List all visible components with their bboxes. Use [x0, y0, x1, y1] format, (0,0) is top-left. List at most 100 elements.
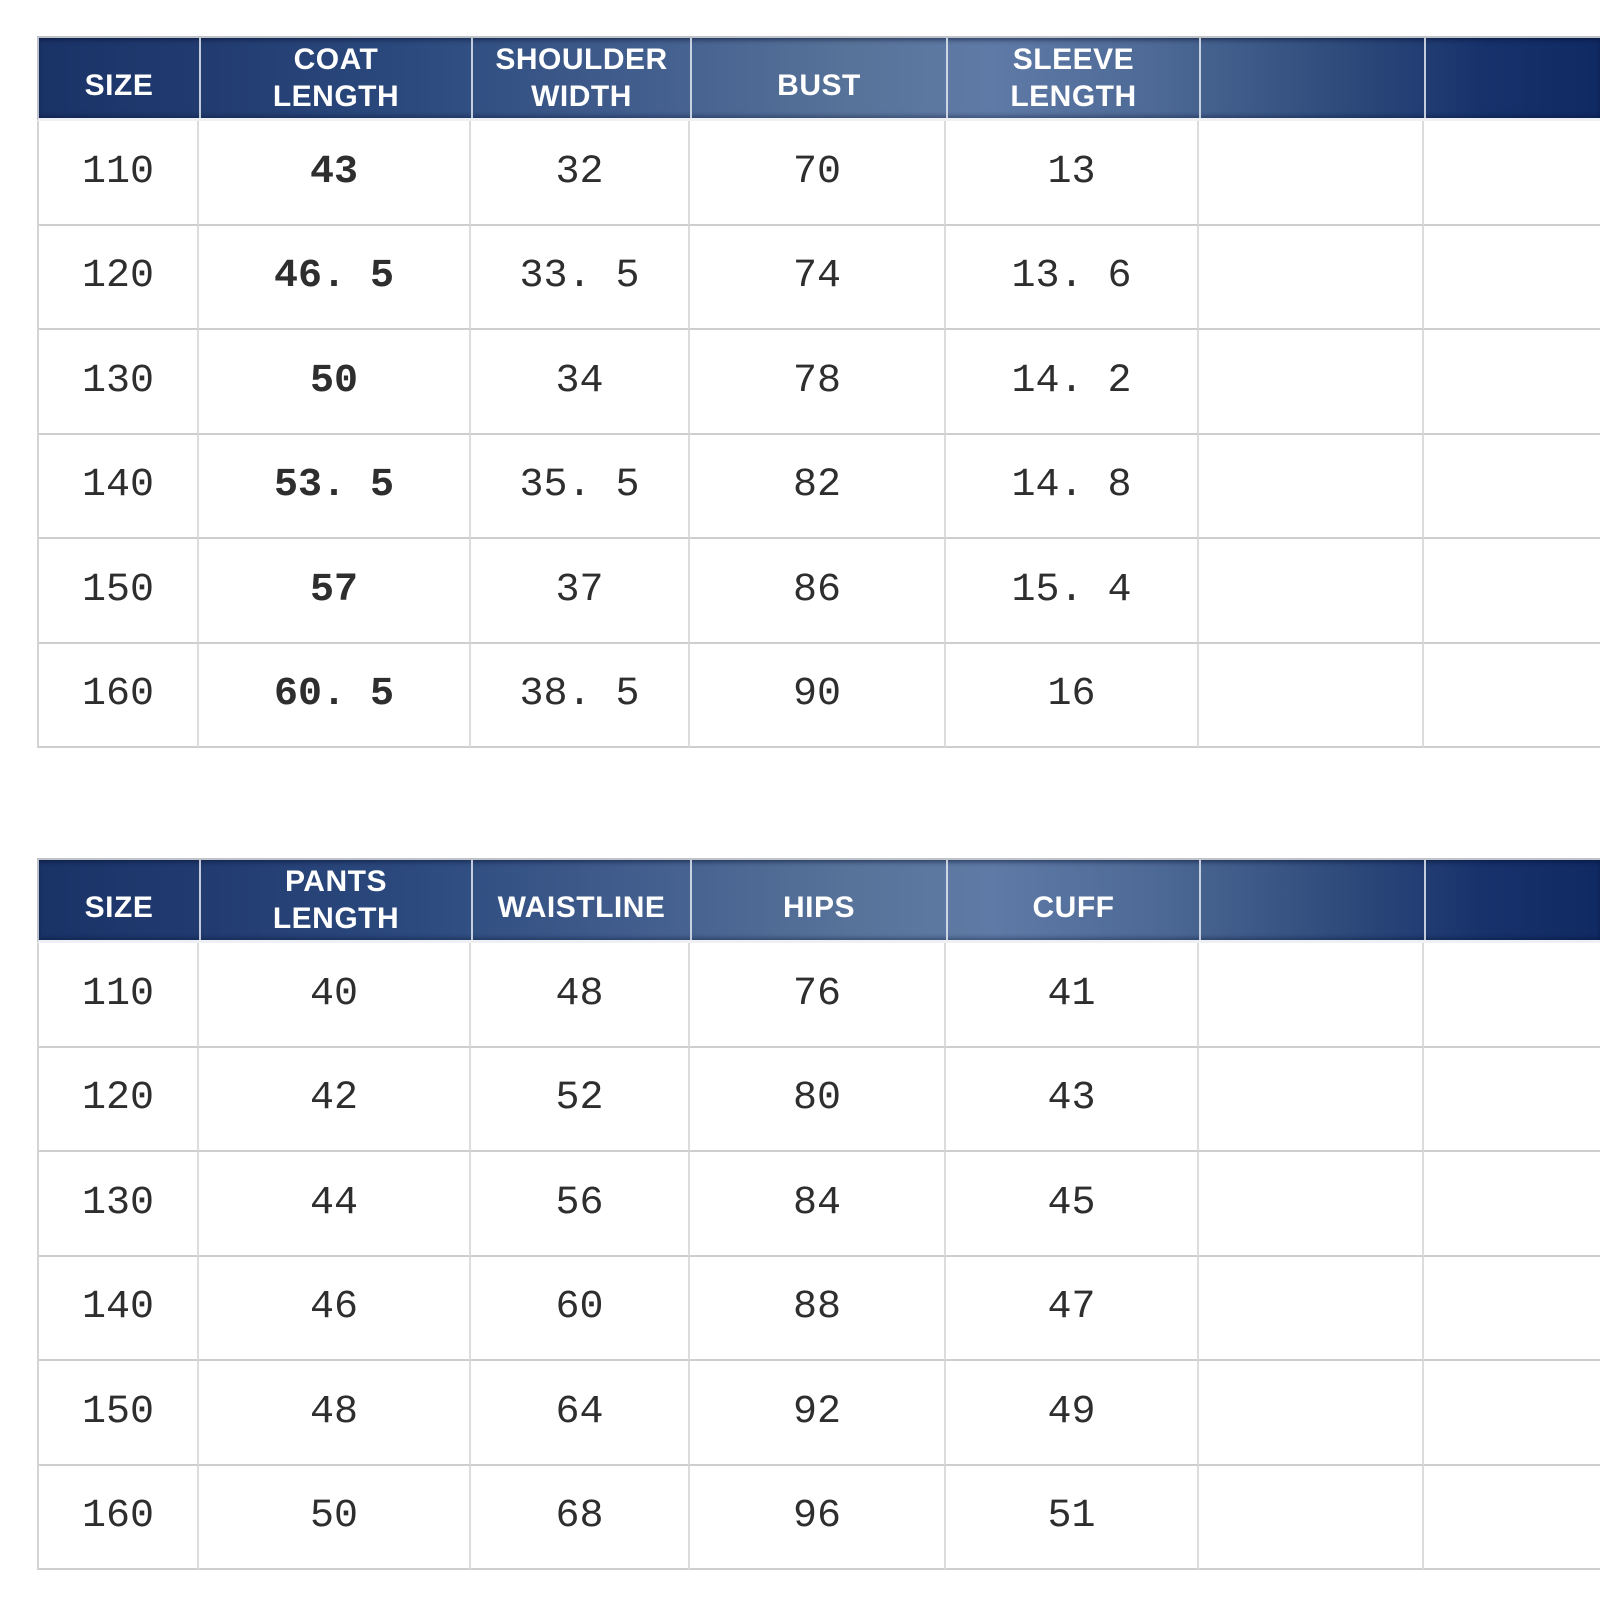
- table-cell: 46. 5: [199, 225, 471, 330]
- table-cell: 82: [690, 434, 946, 539]
- table-cell: 150: [39, 1361, 199, 1466]
- table-cell: 78: [690, 330, 946, 435]
- table-cell-empty: [1424, 1152, 1600, 1257]
- table-cell: 64: [471, 1361, 690, 1466]
- table-cell: 13: [946, 121, 1199, 226]
- coat-size-table: SIZE COAT LENGTH SHOULDER WIDTH BUST SLEEVE …: [37, 0, 1600, 748]
- column-header-shoulder-width: SHOULDER WIDTH: [471, 38, 690, 118]
- column-header-bust: BUST: [690, 38, 946, 118]
- table-cell: 48: [471, 943, 690, 1048]
- table-cell: 42: [199, 1047, 471, 1152]
- table-cell: 15. 4: [946, 539, 1199, 644]
- pants-table-body: 110 40 48 76 41 120 42 52 80 43 130 44 56 84 45 140 46 60…: [37, 943, 1600, 1570]
- table-cell: 45: [946, 1152, 1199, 1257]
- table-cell-empty: [1424, 943, 1600, 1048]
- column-header-empty: [1199, 860, 1424, 940]
- table-cell: 160: [39, 1465, 199, 1570]
- table-cell: 76: [690, 943, 946, 1048]
- table-cell: 48: [199, 1361, 471, 1466]
- table-cell: 33. 5: [471, 225, 690, 330]
- table-cell: 43: [199, 121, 471, 226]
- table-cell: 40: [199, 943, 471, 1048]
- table-cell: 34: [471, 330, 690, 435]
- table-cell: 41: [946, 943, 1199, 1048]
- column-header-empty: [1199, 38, 1424, 118]
- table-cell-empty: [1424, 121, 1600, 226]
- table-cell-empty: [1199, 434, 1424, 539]
- column-header-cuff: CUFF: [946, 860, 1199, 940]
- coat-table-header-row: SIZE COAT LENGTH SHOULDER WIDTH BUST SLEEVE …: [37, 36, 1600, 121]
- coat-table-body: 110 43 32 70 13 120 46. 5 33. 5 74 13. 6 130 50 34 78…: [37, 121, 1600, 748]
- table-cell: 80: [690, 1047, 946, 1152]
- table-cell-empty: [1424, 435, 1600, 539]
- table-cell: 49: [946, 1361, 1199, 1466]
- table-cell: 56: [471, 1152, 690, 1257]
- column-header-size: SIZE: [84, 68, 154, 102]
- table-cell: 37: [471, 539, 690, 644]
- table-cell-empty: [1424, 539, 1600, 644]
- column-header-hips: HIPS: [690, 860, 946, 940]
- table-cell: 90: [690, 643, 946, 748]
- table-cell-empty: [1199, 1047, 1424, 1152]
- column-header-pants-length: PANTS LENGTH: [199, 860, 471, 940]
- table-cell: 110: [39, 121, 199, 226]
- table-cell: 68: [471, 1465, 690, 1570]
- table-cell: 44: [199, 1152, 471, 1257]
- table-cell-empty: [1199, 1361, 1424, 1466]
- table-cell-empty: [1424, 1257, 1600, 1361]
- column-header-coat-length: COAT LENGTH: [199, 38, 471, 118]
- table-cell: 86: [690, 539, 946, 644]
- table-cell: 60. 5: [199, 643, 471, 748]
- table-cell-empty: [1199, 225, 1424, 330]
- table-cell: 84: [690, 1152, 946, 1257]
- table-cell: 130: [39, 1152, 199, 1257]
- table-cell: 70: [690, 121, 946, 226]
- table-cell: 74: [690, 225, 946, 330]
- table-cell: 110: [39, 943, 199, 1048]
- table-cell-empty: [1199, 1256, 1424, 1361]
- table-cell: 50: [199, 1465, 471, 1570]
- table-cell: 13. 6: [946, 225, 1199, 330]
- table-cell-empty: [1424, 226, 1600, 330]
- column-header-size: SIZE: [84, 890, 154, 924]
- column-header-waistline: WAISTLINE: [471, 860, 690, 940]
- table-cell: 160: [39, 643, 199, 748]
- table-cell: 150: [39, 539, 199, 644]
- table-cell: 92: [690, 1361, 946, 1466]
- table-cell: 130: [39, 330, 199, 435]
- pants-size-table: SIZE PANTS LENGTH WAISTLINE HIPS CUFF 110 40 4…: [37, 858, 1600, 1570]
- table-cell: 46: [199, 1256, 471, 1361]
- table-cell-empty: [1424, 1048, 1600, 1152]
- table-cell-empty: [1424, 644, 1600, 748]
- table-cell: 60: [471, 1256, 690, 1361]
- table-cell-empty: [1424, 1361, 1600, 1466]
- table-cell: 35. 5: [471, 434, 690, 539]
- table-cell-empty: [1199, 1152, 1424, 1257]
- table-cell: 16: [946, 643, 1199, 748]
- table-cell: 43: [946, 1047, 1199, 1152]
- table-cell-empty: [1199, 943, 1424, 1048]
- table-cell: 96: [690, 1465, 946, 1570]
- table-cell: 120: [39, 225, 199, 330]
- pants-table-header-row: SIZE PANTS LENGTH WAISTLINE HIPS CUFF: [37, 858, 1600, 943]
- column-header-empty: [1424, 38, 1600, 118]
- table-cell: 14. 2: [946, 330, 1199, 435]
- table-cell: 57: [199, 539, 471, 644]
- table-cell: 120: [39, 1047, 199, 1152]
- table-cell: 14. 8: [946, 434, 1199, 539]
- table-cell-empty: [1199, 539, 1424, 644]
- table-cell-empty: [1199, 121, 1424, 226]
- table-cell: 140: [39, 1256, 199, 1361]
- table-gap: [0, 748, 1600, 858]
- table-cell: 51: [946, 1465, 1199, 1570]
- table-cell-empty: [1199, 643, 1424, 748]
- table-cell: 88: [690, 1256, 946, 1361]
- table-cell: 50: [199, 330, 471, 435]
- table-cell: 140: [39, 434, 199, 539]
- table-cell-empty: [1199, 330, 1424, 435]
- column-header-empty: [1424, 860, 1600, 940]
- column-header-sleeve-length: SLEEVE LENGTH: [946, 38, 1199, 118]
- table-cell: 47: [946, 1256, 1199, 1361]
- table-cell: 52: [471, 1047, 690, 1152]
